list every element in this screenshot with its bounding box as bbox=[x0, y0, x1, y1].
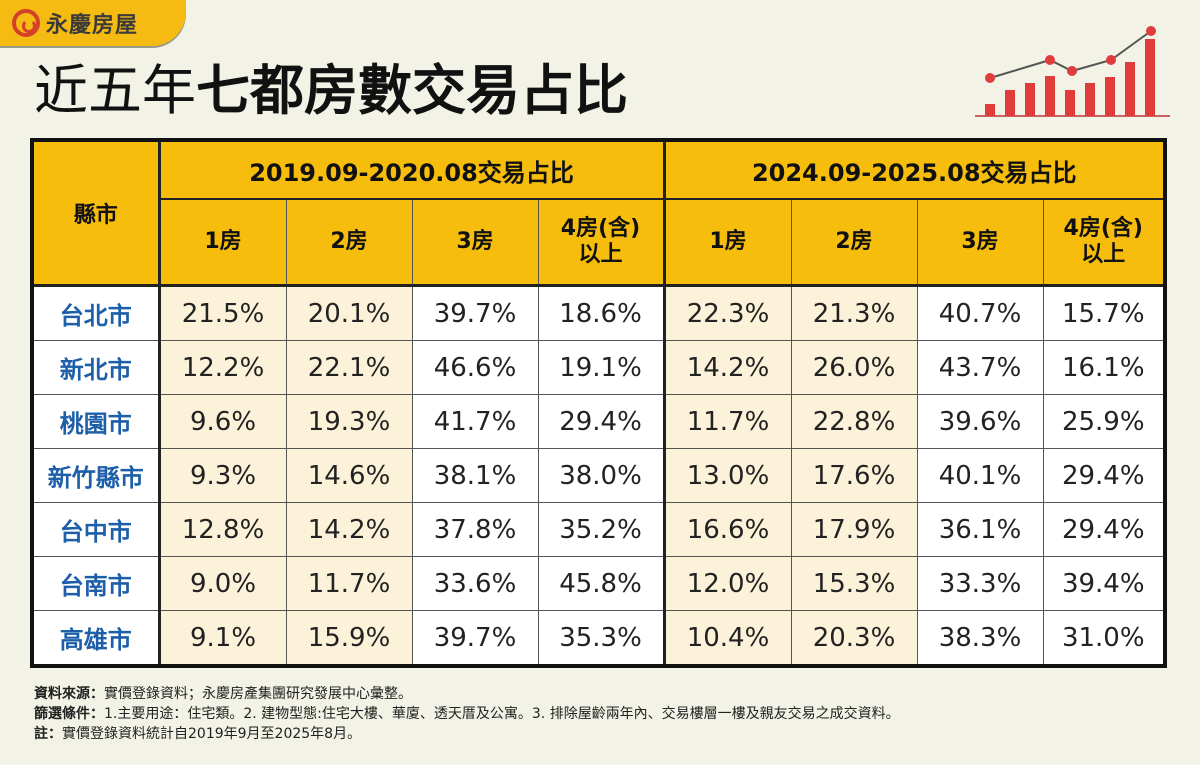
value-cell: 14.2% bbox=[662, 340, 792, 395]
table-row: 台南市 9.0% 11.7% 33.6% 45.8% 12.0% 15.3% 33.3% 39.… bbox=[31, 556, 1166, 611]
page-title: 近五年七都房數交易占比 bbox=[34, 56, 628, 126]
value-cell: 12.0% bbox=[662, 556, 792, 611]
city-cell: 高雄市 bbox=[31, 610, 161, 667]
room-type-header: 2房 bbox=[285, 198, 413, 287]
value-cell: 38.1% bbox=[411, 448, 539, 503]
value-cell: 10.4% bbox=[662, 610, 792, 667]
room-type-header: 3房 bbox=[411, 198, 539, 287]
value-cell: 22.8% bbox=[790, 394, 918, 449]
value-cell: 13.0% bbox=[662, 448, 792, 503]
note-source: 資料來源：實價登錄資料；永慶房產集團研究發展中心彙整。 bbox=[34, 684, 900, 704]
value-cell: 15.3% bbox=[790, 556, 918, 611]
value-cell: 26.0% bbox=[790, 340, 918, 395]
note-text: 1.主要用途：住宅類。2. 建物型態:住宅大樓、華廈、透天厝及公寓。3. 排除屋… bbox=[104, 706, 900, 722]
value-cell: 9.3% bbox=[158, 448, 287, 503]
city-cell: 台南市 bbox=[31, 556, 161, 611]
value-cell: 39.7% bbox=[411, 285, 539, 341]
table-row: 高雄市 9.1% 15.9% 39.7% 35.3% 10.4% 20.3% 38.3% 31.… bbox=[31, 610, 1166, 667]
room-type-header: 3房 bbox=[916, 198, 1044, 287]
value-cell: 19.3% bbox=[285, 394, 413, 449]
footnotes: 資料來源：實價登錄資料；永慶房產集團研究發展中心彙整。 篩選條件：1.主要用途：… bbox=[34, 684, 900, 744]
room-type-header: 2房 bbox=[790, 198, 918, 287]
value-cell: 36.1% bbox=[916, 502, 1044, 557]
value-cell: 12.8% bbox=[158, 502, 287, 557]
value-cell: 37.8% bbox=[411, 502, 539, 557]
table-row: 桃園市 9.6% 19.3% 41.7% 29.4% 11.7% 22.8% 39.6% 25.… bbox=[31, 394, 1166, 449]
table-row: 新竹縣市 9.3% 14.6% 38.1% 38.0% 13.0% 17.6% 40.1% 29… bbox=[31, 448, 1166, 503]
value-cell: 29.4% bbox=[537, 394, 665, 449]
note-text: 實價登錄資料；永慶房產集團研究發展中心彙整。 bbox=[104, 686, 412, 702]
value-cell: 15.9% bbox=[285, 610, 413, 667]
value-cell: 38.3% bbox=[916, 610, 1044, 667]
brand-name: 永慶房屋 bbox=[46, 13, 139, 38]
city-cell: 台北市 bbox=[31, 285, 161, 341]
value-cell: 22.3% bbox=[662, 285, 792, 341]
value-cell: 20.1% bbox=[285, 285, 413, 341]
city-column-header: 縣市 bbox=[31, 139, 161, 287]
value-cell: 14.2% bbox=[285, 502, 413, 557]
value-cell: 39.6% bbox=[916, 394, 1044, 449]
bar-line-growth-chart-icon bbox=[975, 26, 1170, 117]
room-type-header: 1房 bbox=[662, 198, 792, 287]
value-cell: 9.1% bbox=[158, 610, 287, 667]
note-text: 實價登錄資料統計自2019年9月至2025年8月。 bbox=[62, 726, 362, 742]
brand-logo: 永慶房屋 bbox=[0, 0, 186, 46]
value-cell: 40.7% bbox=[916, 285, 1044, 341]
value-cell: 39.7% bbox=[411, 610, 539, 667]
value-cell: 22.1% bbox=[285, 340, 413, 395]
value-cell: 20.3% bbox=[790, 610, 918, 667]
city-cell: 台中市 bbox=[31, 502, 161, 557]
value-cell: 11.7% bbox=[662, 394, 792, 449]
table-row: 台中市 12.8% 14.2% 37.8% 35.2% 16.6% 17.9% 36.1% 29… bbox=[31, 502, 1166, 557]
note-filter: 篩選條件：1.主要用途：住宅類。2. 建物型態:住宅大樓、華廈、透天厝及公寓。3… bbox=[34, 704, 900, 724]
room-type-header: 4房(含) 以上 bbox=[1042, 198, 1166, 287]
value-cell: 18.6% bbox=[537, 285, 665, 341]
value-cell: 40.1% bbox=[916, 448, 1044, 503]
value-cell: 46.6% bbox=[411, 340, 539, 395]
value-cell: 21.5% bbox=[158, 285, 287, 341]
note-label: 註： bbox=[34, 726, 62, 742]
value-cell: 16.6% bbox=[662, 502, 792, 557]
value-cell: 19.1% bbox=[537, 340, 665, 395]
value-cell: 31.0% bbox=[1042, 610, 1166, 667]
value-cell: 35.2% bbox=[537, 502, 665, 557]
room-type-header: 1房 bbox=[158, 198, 287, 287]
value-cell: 43.7% bbox=[916, 340, 1044, 395]
period-header-2024: 2024.09-2025.08交易占比 bbox=[662, 139, 1166, 200]
value-cell: 39.4% bbox=[1042, 556, 1166, 611]
value-cell: 45.8% bbox=[537, 556, 665, 611]
value-cell: 17.9% bbox=[790, 502, 918, 557]
value-cell: 38.0% bbox=[537, 448, 665, 503]
room-type-header: 4房(含) 以上 bbox=[537, 198, 665, 287]
transaction-share-table: 縣市 2019.09-2020.08交易占比 2024.09-2025.08交易… bbox=[30, 138, 1167, 668]
city-cell: 新北市 bbox=[31, 340, 161, 395]
value-cell: 16.1% bbox=[1042, 340, 1166, 395]
period-header-2019: 2019.09-2020.08交易占比 bbox=[158, 139, 665, 200]
note-remark: 註：實價登錄資料統計自2019年9月至2025年8月。 bbox=[34, 724, 900, 744]
value-cell: 41.7% bbox=[411, 394, 539, 449]
title-bold: 七都房數交易占比 bbox=[196, 59, 628, 122]
value-cell: 29.4% bbox=[1042, 448, 1166, 503]
brand-logo-icon bbox=[12, 9, 40, 37]
title-light: 近五年 bbox=[34, 59, 196, 122]
note-label: 篩選條件： bbox=[34, 706, 104, 722]
value-cell: 12.2% bbox=[158, 340, 287, 395]
value-cell: 9.0% bbox=[158, 556, 287, 611]
value-cell: 29.4% bbox=[1042, 502, 1166, 557]
table-row: 新北市 12.2% 22.1% 46.6% 19.1% 14.2% 26.0% 43.7% 16… bbox=[31, 340, 1166, 395]
value-cell: 17.6% bbox=[790, 448, 918, 503]
value-cell: 33.3% bbox=[916, 556, 1044, 611]
value-cell: 25.9% bbox=[1042, 394, 1166, 449]
value-cell: 9.6% bbox=[158, 394, 287, 449]
value-cell: 21.3% bbox=[790, 285, 918, 341]
value-cell: 33.6% bbox=[411, 556, 539, 611]
value-cell: 11.7% bbox=[285, 556, 413, 611]
note-label: 資料來源： bbox=[34, 686, 104, 702]
value-cell: 15.7% bbox=[1042, 285, 1166, 341]
value-cell: 14.6% bbox=[285, 448, 413, 503]
table-row: 台北市 21.5% 20.1% 39.7% 18.6% 22.3% 21.3% 40.7% 15… bbox=[31, 285, 1166, 341]
city-cell: 新竹縣市 bbox=[31, 448, 161, 503]
value-cell: 35.3% bbox=[537, 610, 665, 667]
city-cell: 桃園市 bbox=[31, 394, 161, 449]
